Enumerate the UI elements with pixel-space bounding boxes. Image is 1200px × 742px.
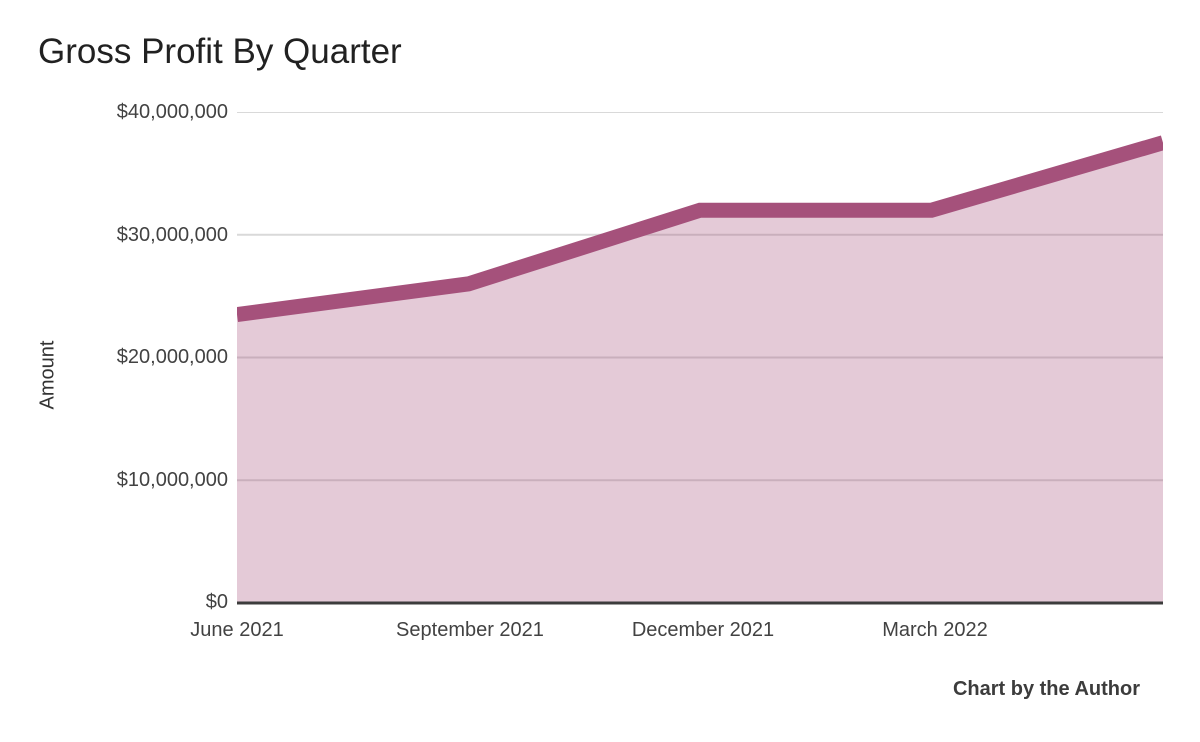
gridlines bbox=[237, 112, 1163, 482]
area-fill-series bbox=[237, 142, 1163, 603]
chart-attribution: Chart by the Author bbox=[952, 678, 1140, 700]
x-tick-label-june-2021: June 2021 bbox=[190, 619, 284, 641]
y-tick-label-30m: $30,000,000 bbox=[116, 224, 228, 246]
line-series bbox=[237, 135, 1163, 322]
plot-area bbox=[237, 112, 1163, 605]
x-tick-label-march-2022: March 2022 bbox=[882, 619, 988, 641]
x-tick-label-september-2021: September 2021 bbox=[396, 619, 544, 641]
x-tick-label-december-2021: December 2021 bbox=[631, 619, 775, 641]
y-tick-label-10m: $10,000,000 bbox=[116, 469, 228, 491]
y-tick-label-20m: $20,000,000 bbox=[116, 346, 228, 368]
y-tick-label-40m: $40,000,000 bbox=[116, 101, 228, 123]
y-tick-label-0: $0 bbox=[205, 591, 228, 613]
chart-title: Gross Profit By Quarter bbox=[38, 32, 402, 71]
